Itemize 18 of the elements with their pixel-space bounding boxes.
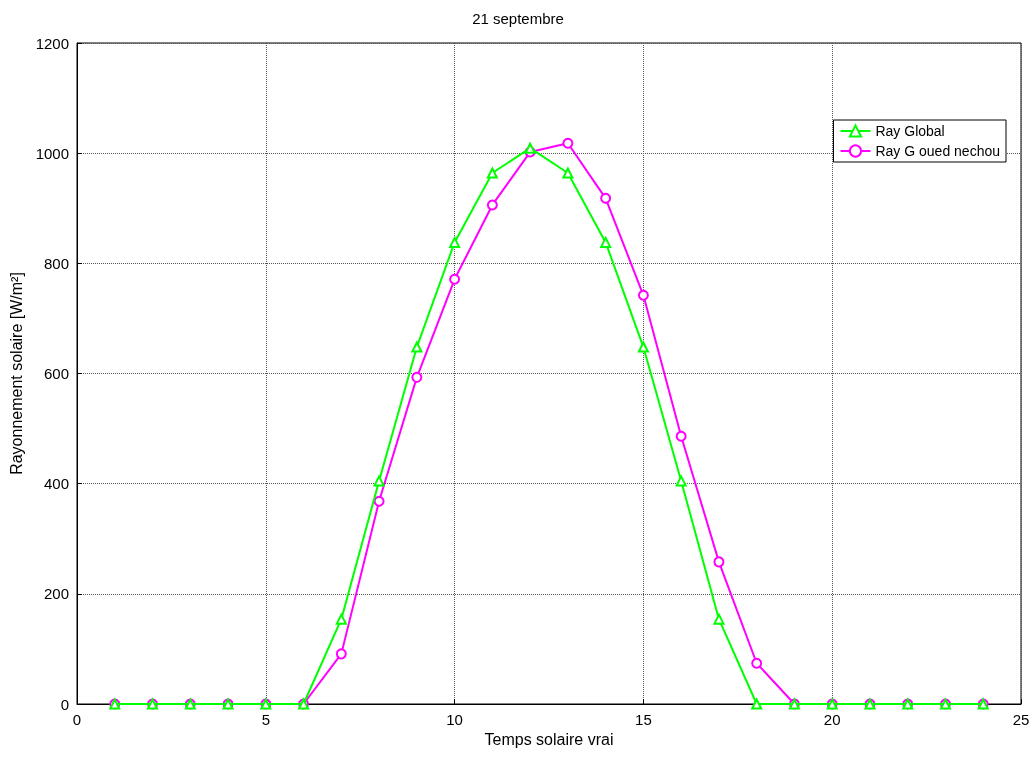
x-tick-label: 0 (72, 711, 82, 728)
chart-title: 21 septembre (472, 10, 564, 27)
legend-label: Ray G oued nechou (875, 143, 1000, 159)
x-tick-label: 5 (261, 711, 270, 728)
x-tick-label: 10 (446, 711, 463, 728)
y-tick-label: 400 (43, 475, 69, 493)
x-tick-label: 25 (1012, 711, 1030, 728)
legend-label: Ray Global (875, 123, 945, 139)
y-tick-label: 1000 (35, 144, 69, 162)
y-tick-label: 600 (43, 365, 69, 382)
x-tick-label: 15 (635, 711, 652, 728)
y-tick-label: 1200 (35, 34, 69, 52)
x-axis-title: Temps solaire vrai (484, 731, 614, 749)
x-tick-label: 20 (823, 711, 841, 728)
y-axis-title: Rayonnement solaire [W/m²] (8, 272, 26, 475)
y-tick-label: 800 (43, 254, 69, 272)
y-tick-label: 200 (43, 585, 69, 603)
y-tick-label: 0 (60, 695, 69, 713)
